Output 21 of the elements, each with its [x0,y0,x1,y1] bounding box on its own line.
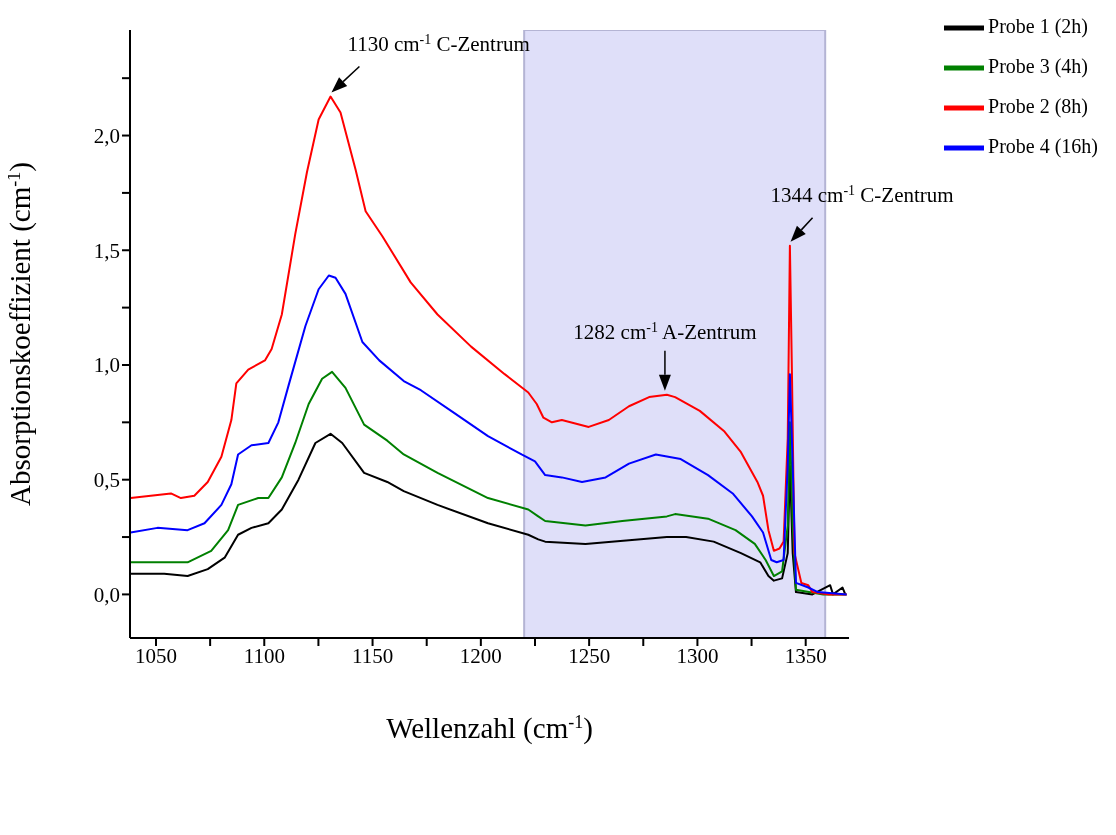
x-tick-label: 1250 [568,643,611,668]
annotation: 1282 cm$^{-1}$ A-Zentrum [573,319,757,344]
y-tick-label: 0,5 [93,468,120,493]
annotation: 1344 cm$^{-1}$ C-Zentrum [770,182,954,207]
y-tick-label: 2,0 [93,123,120,148]
x-tick-label: 1050 [134,643,177,668]
x-tick-label: 1200 [459,643,502,668]
x-tick-label: 1100 [243,643,285,668]
y-tick-label: 1,0 [93,353,120,378]
x-tick-label: 1300 [676,643,719,668]
legend-label: Probe 2 (8h) [988,94,1088,117]
x-tick-label: 1350 [784,643,827,668]
x-axis-title: Wellenzahl (cm$^{-1}$) [386,712,593,745]
line-series [130,274,848,596]
legend-label: Probe 1 (2h) [988,14,1088,37]
legend-label: Probe 3 (4h) [988,54,1088,77]
y-tick-label: 1,5 [93,238,120,263]
y-tick-label: 0,0 [93,582,120,607]
annotation: 1130 cm$^{-1}$ C-Zentrum [347,31,530,56]
legend-label: Probe 4 (16h) [988,134,1098,157]
x-tick-label: 1150 [351,643,394,668]
